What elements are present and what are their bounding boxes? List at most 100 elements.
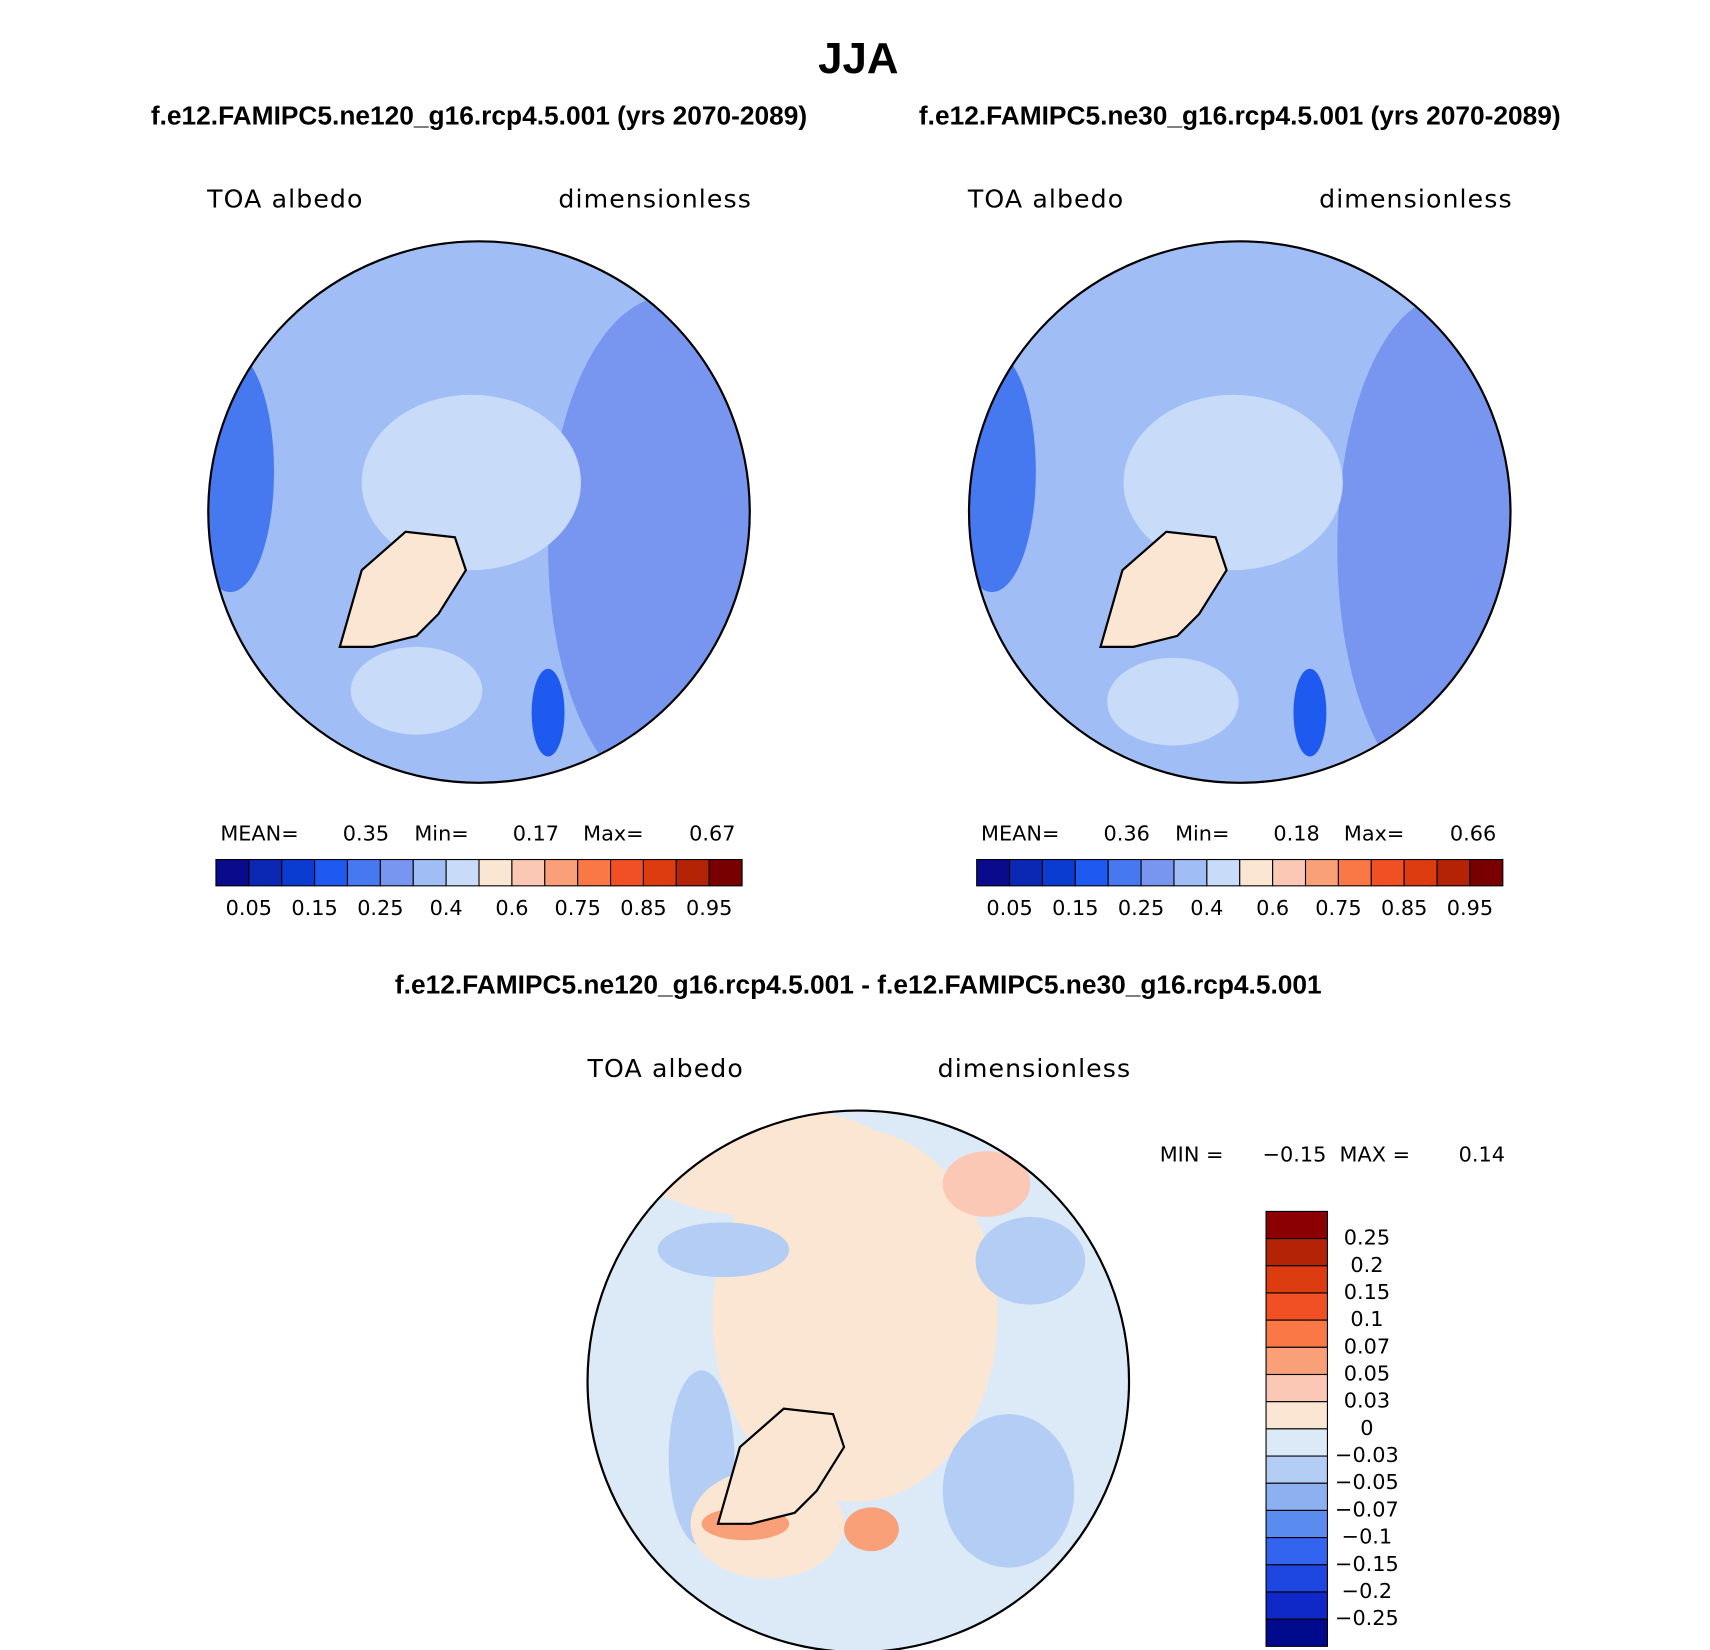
- colorbar-box: [1265, 1482, 1328, 1511]
- stat-label: Max=: [1344, 821, 1404, 845]
- colorbar-box: [281, 858, 316, 887]
- right-label: dimensionless: [558, 185, 752, 214]
- colorbar-box: [577, 858, 612, 887]
- colorbar-box: [1337, 858, 1372, 887]
- map-border: [207, 240, 751, 784]
- stat-value: 0.36: [1104, 821, 1150, 845]
- colorbar-box: [1265, 1401, 1328, 1430]
- stat-value: −0.15: [1263, 1142, 1327, 1166]
- colorbar-box: [675, 858, 710, 887]
- colorbar-label: 0.4: [430, 896, 463, 920]
- colorbar-box: [1265, 1319, 1328, 1348]
- colorbar-label: 0.05: [1344, 1362, 1390, 1386]
- left-label: TOA albedo: [206, 185, 363, 214]
- stat-label: Min=: [1175, 821, 1229, 845]
- colorbar-label: 0.85: [1381, 896, 1427, 920]
- stat-value: 0.66: [1450, 821, 1496, 845]
- subtitle: f.e12.FAMIPC5.ne30_g16.rcp4.5.001 (yrs 2…: [919, 100, 1561, 130]
- colorbar-label: 0.75: [1315, 896, 1361, 920]
- colorbar-box: [1239, 858, 1274, 887]
- colorbar-box: [1265, 1537, 1328, 1566]
- colorbar-label: −0.15: [1335, 1552, 1399, 1576]
- colorbar-label: 0.25: [357, 896, 403, 920]
- colorbar-box: [314, 858, 349, 887]
- colorbar-box: [1436, 858, 1471, 887]
- colorbar-box: [1272, 858, 1307, 887]
- colorbar-box: [1469, 858, 1504, 887]
- colorbar-box: [445, 858, 480, 887]
- colorbar-box: [1265, 1292, 1328, 1321]
- map-border: [586, 1109, 1131, 1650]
- difference-title: f.e12.FAMIPC5.ne120_g16.rcp4.5.001 - f.e…: [395, 970, 1322, 1000]
- colorbar-label: 0.95: [1447, 896, 1493, 920]
- colorbar-label: −0.2: [1342, 1579, 1393, 1603]
- stat-label: MEAN=: [981, 821, 1059, 845]
- stat-value: 0.67: [689, 821, 735, 845]
- colorbar-label: 0.6: [495, 896, 528, 920]
- colorbar-box: [478, 858, 513, 887]
- colorbar-box: [379, 858, 414, 887]
- colorbar-label: 0.05: [986, 896, 1032, 920]
- stat-label: MAX =: [1340, 1142, 1411, 1166]
- map: [208, 241, 750, 783]
- colorbar-box: [642, 858, 677, 887]
- colorbar-box: [1265, 1618, 1328, 1647]
- colorbar-label: 0.15: [1344, 1280, 1390, 1304]
- colorbar-label: 0.25: [1344, 1226, 1390, 1250]
- map: [587, 1110, 1130, 1650]
- colorbar-box: [976, 858, 1011, 887]
- colorbar-box: [1265, 1455, 1328, 1484]
- colorbar-box: [1304, 858, 1339, 887]
- colorbar-box: [248, 858, 283, 887]
- left-label: TOA albedo: [587, 1054, 744, 1083]
- colorbar-label: 0.75: [555, 896, 601, 920]
- colorbar-box: [1074, 858, 1109, 887]
- colorbar-label: 0.15: [1052, 896, 1098, 920]
- colorbar-box: [1265, 1373, 1328, 1403]
- colorbar-label: 0.6: [1256, 896, 1289, 920]
- colorbar-label: 0.95: [686, 896, 732, 920]
- colorbar-box: [1403, 858, 1438, 887]
- subtitle: f.e12.FAMIPC5.ne120_g16.rcp4.5.001 (yrs …: [151, 100, 807, 130]
- colorbar-box: [1265, 1428, 1328, 1457]
- colorbar-label: 0.1: [1350, 1307, 1383, 1331]
- colorbar-label: 0.15: [291, 896, 337, 920]
- colorbar-box: [1009, 858, 1043, 887]
- colorbar-box: [1206, 858, 1241, 887]
- stat-label: MIN =: [1160, 1142, 1224, 1166]
- colorbar-box: [1107, 858, 1142, 887]
- colorbar-label: −0.07: [1335, 1497, 1399, 1521]
- colorbar-box: [1265, 1591, 1328, 1620]
- map-border: [967, 240, 1512, 784]
- colorbar-label: 0.07: [1344, 1334, 1390, 1358]
- left-label: TOA albedo: [967, 185, 1124, 214]
- stat-value: 0.14: [1459, 1142, 1505, 1166]
- colorbar-box: [1041, 858, 1076, 887]
- stat-label: MEAN=: [220, 821, 298, 845]
- colorbar-box: [1265, 1346, 1328, 1376]
- colorbar-label: 0.85: [620, 896, 666, 920]
- colorbar-label: 0.2: [1350, 1253, 1383, 1277]
- colorbar-box: [1265, 1509, 1328, 1539]
- colorbar-box: [511, 858, 546, 887]
- right-label: dimensionless: [1319, 185, 1513, 214]
- map: [969, 241, 1511, 783]
- stat-label: Min=: [414, 821, 468, 845]
- stat-value: 0.35: [343, 821, 389, 845]
- colorbar-label: 0.4: [1190, 896, 1223, 920]
- colorbar-box: [412, 858, 447, 887]
- title: JJA: [818, 34, 898, 83]
- colorbar-label: 0.25: [1118, 896, 1164, 920]
- colorbar-label: −0.1: [1342, 1525, 1393, 1549]
- colorbar-box: [1370, 858, 1405, 887]
- colorbar-box: [215, 858, 250, 887]
- colorbar-box: [1265, 1210, 1328, 1240]
- colorbar-label: −0.05: [1335, 1470, 1399, 1494]
- stat-value: 0.17: [513, 821, 559, 845]
- right-label: dimensionless: [938, 1054, 1132, 1083]
- colorbar-label: 0.03: [1344, 1389, 1390, 1413]
- colorbar-label: −0.03: [1335, 1443, 1399, 1467]
- colorbar-label: 0: [1360, 1416, 1373, 1440]
- colorbar-box: [1140, 858, 1175, 887]
- colorbar-box: [544, 858, 579, 887]
